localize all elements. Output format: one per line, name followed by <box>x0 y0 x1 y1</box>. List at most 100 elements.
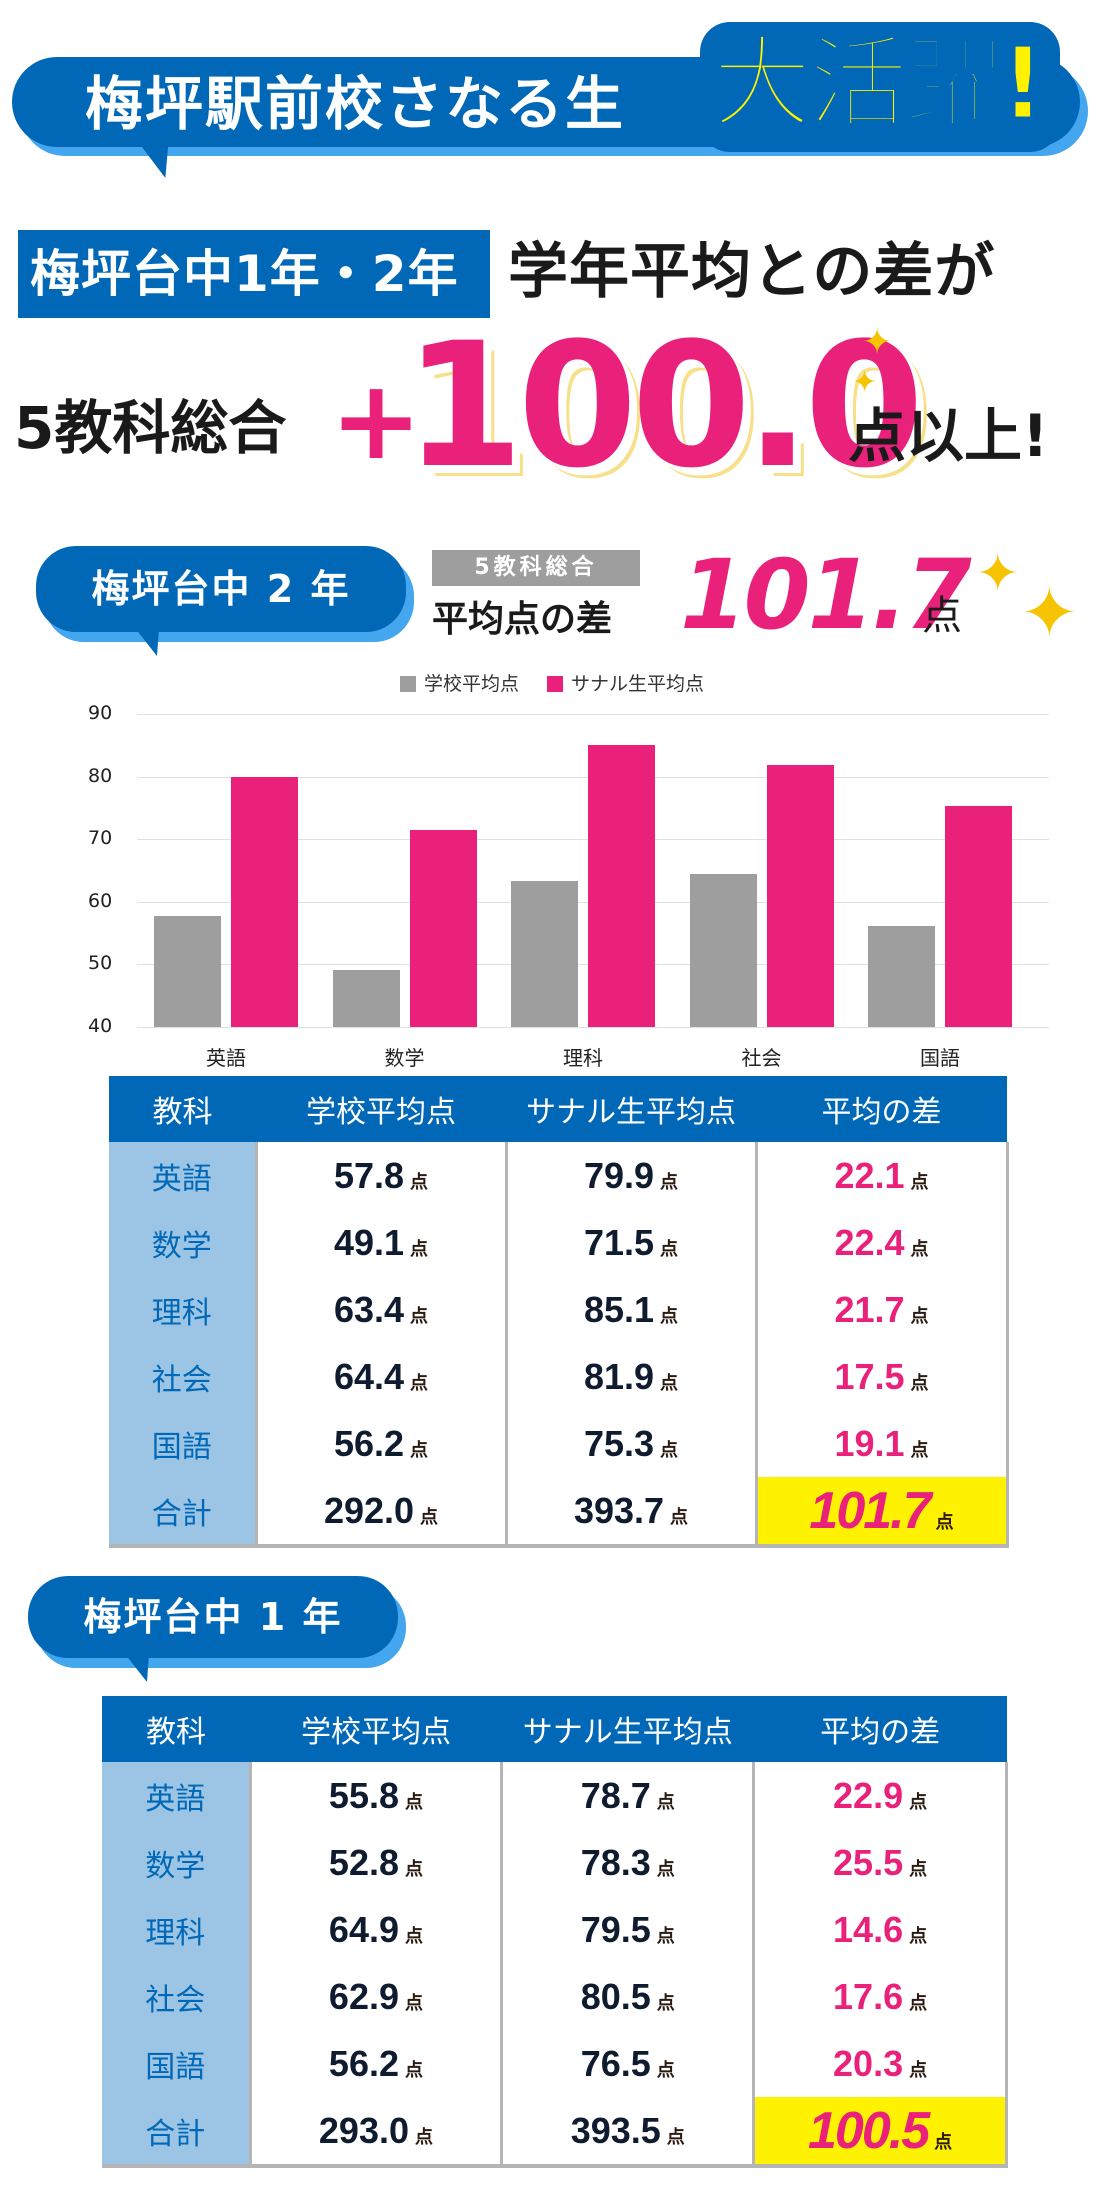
subject-cell: 社会 <box>102 1963 251 2030</box>
grade2-bubble: 梅坪台中 2 年 <box>36 546 406 632</box>
diff-cell: 17.5 点 <box>754 1343 1009 1410</box>
sanaru-avg-cell: 85.1 点 <box>504 1276 756 1343</box>
summary-tag: 5教科総合 <box>432 550 640 586</box>
school-avg-cell: 56.2 点 <box>248 2030 502 2097</box>
bar-sanaru <box>588 744 655 1027</box>
gridline <box>137 1027 1049 1028</box>
subject-cell: 数学 <box>102 1829 251 1896</box>
headline-prefix: 5教科総合 <box>14 394 287 462</box>
x-category-label: 数学 <box>384 1046 425 1070</box>
diff-cell: 14.6 点 <box>752 1896 1008 1963</box>
school-avg-cell: 55.8 点 <box>248 1762 502 1829</box>
column-header: サナル生平均点 <box>506 1076 756 1142</box>
banner-tail <box>136 140 176 178</box>
headline-line1: 学年平均との差が <box>508 237 996 307</box>
sanaru-total-cell: 393.7 点 <box>504 1477 756 1548</box>
school-avg-cell: 62.9 点 <box>248 1963 502 2030</box>
sanaru-avg-cell: 78.3 点 <box>500 1829 754 1896</box>
sparkle-icon: ✦ <box>862 322 893 363</box>
diff-cell: 22.4 点 <box>754 1209 1009 1276</box>
diff-cell: 22.1 点 <box>754 1142 1009 1209</box>
headline-suffix: 点以上! <box>848 402 1049 470</box>
table-header-row: 教科 学校平均点 サナル生平均点 平均の差 <box>109 1076 1007 1142</box>
column-header: 平均の差 <box>756 1076 1007 1142</box>
banner-title: 梅坪駅前校さなる生 <box>85 70 626 138</box>
column-header: 教科 <box>102 1696 251 1762</box>
grade1-bubble: 梅坪台中 1 年 <box>28 1576 398 1658</box>
bar-school <box>689 874 757 1027</box>
bar-sanaru <box>409 829 477 1027</box>
school-avg-cell: 49.1 点 <box>254 1209 506 1276</box>
subject-cell: 英語 <box>109 1142 256 1209</box>
bar-chart: 90 80 70 60 50 40 英語 数学 理科 社会 国語 <box>60 700 1060 1080</box>
school-avg-cell: 52.8 点 <box>248 1829 502 1896</box>
plus-sign: + <box>330 356 423 484</box>
table-total-row: 合計 292.0 点 393.7 点 101.7 点 <box>109 1477 1009 1548</box>
y-tick-label: 70 <box>88 827 113 850</box>
table-row: 社会 62.9 点 80.5 点 17.6 点 <box>102 1963 1008 2030</box>
school-avg-cell: 64.4 点 <box>254 1343 506 1410</box>
table-header-row: 教科 学校平均点 サナル生平均点 平均の差 <box>102 1696 1007 1762</box>
sparkle-icon: ✦ <box>1020 572 1079 654</box>
bar-sanaru <box>945 806 1012 1027</box>
x-category-label: 社会 <box>741 1046 782 1070</box>
table-row: 国語 56.2 点 75.3 点 19.1 点 <box>109 1410 1009 1477</box>
school-total-cell: 292.0 点 <box>254 1477 506 1548</box>
subject-cell: 理科 <box>109 1276 256 1343</box>
sanaru-total-cell: 393.5 点 <box>500 2097 754 2168</box>
subject-cell: 社会 <box>109 1343 256 1410</box>
total-diff-cell: 100.5 点 <box>752 2097 1008 2168</box>
subject-cell: 合計 <box>109 1477 256 1548</box>
gridline <box>137 714 1049 715</box>
subject-cell: 数学 <box>109 1209 256 1276</box>
y-tick-label: 80 <box>88 764 113 787</box>
table-row: 英語 55.8 点 78.7 点 22.9 点 <box>102 1762 1008 1829</box>
school-avg-cell: 56.2 点 <box>254 1410 506 1477</box>
chart-legend: 学校平均点 サナル生平均点 <box>400 672 704 696</box>
diff-cell: 25.5 点 <box>752 1829 1008 1896</box>
bar-school <box>511 880 578 1027</box>
column-header: 学校平均点 <box>256 1076 506 1142</box>
sanaru-avg-cell: 76.5 点 <box>500 2030 754 2097</box>
column-header: 学校平均点 <box>250 1696 502 1762</box>
y-tick-label: 90 <box>88 702 113 724</box>
bar-school <box>154 915 221 1027</box>
sanaru-avg-cell: 79.5 点 <box>500 1896 754 1963</box>
legend-label-sanaru: サナル生平均点 <box>571 673 705 695</box>
diff-cell: 17.6 点 <box>752 1963 1008 2030</box>
bar-school <box>332 970 400 1027</box>
bar-school <box>868 925 935 1027</box>
table-row: 社会 64.4 点 81.9 点 17.5 点 <box>109 1343 1009 1410</box>
school-total-cell: 293.0 点 <box>248 2097 502 2168</box>
table-row: 英語 57.8 点 79.9 点 22.1 点 <box>109 1142 1009 1209</box>
sanaru-avg-cell: 71.5 点 <box>504 1209 756 1276</box>
subject-cell: 国語 <box>102 2030 251 2097</box>
subject-cell: 国語 <box>109 1410 256 1477</box>
sanaru-avg-cell: 75.3 点 <box>504 1410 756 1477</box>
school-avg-cell: 57.8 点 <box>254 1142 506 1209</box>
grade2-score-table: 教科 学校平均点 サナル生平均点 平均の差 英語 57.8 点 79.9 点 22.1 点数学 49.… <box>109 1076 1009 1548</box>
subject-cell: 英語 <box>102 1762 251 1829</box>
table-row: 数学 52.8 点 78.3 点 25.5 点 <box>102 1829 1008 1896</box>
table-total-row: 合計 293.0 点 393.5 点 100.5 点 <box>102 2097 1008 2168</box>
legend-label-school: 学校平均点 <box>424 673 520 695</box>
summary-value: 101.7 <box>680 539 972 651</box>
sanaru-avg-cell: 81.9 点 <box>504 1343 756 1410</box>
grade-badge <box>18 230 490 318</box>
diff-cell: 19.1 点 <box>754 1410 1009 1477</box>
table-row: 国語 56.2 点 76.5 点 20.3 点 <box>102 2030 1008 2097</box>
table-row: 理科 64.9 点 79.5 点 14.6 点 <box>102 1896 1008 1963</box>
sparkle-icon: ✦ <box>852 365 878 400</box>
x-category-label: 英語 <box>206 1046 246 1070</box>
bar-sanaru <box>231 777 298 1027</box>
column-header: 平均の差 <box>753 1696 1007 1762</box>
legend-swatch-school <box>400 676 416 692</box>
sparkle-icon: ✦ <box>976 544 1020 604</box>
banner-highlight: 大活躍! <box>711 24 1048 144</box>
grade1-score-table: 教科 学校平均点 サナル生平均点 平均の差 英語 55.8 点 78.7 点 22.9 点数学 52.… <box>102 1696 1008 2168</box>
x-category-label: 国語 <box>920 1046 960 1070</box>
table-row: 数学 49.1 点 71.5 点 22.4 点 <box>109 1209 1009 1276</box>
bar-sanaru <box>766 764 834 1027</box>
total-diff-cell: 101.7 点 <box>754 1477 1009 1548</box>
legend-swatch-sanaru <box>547 676 564 692</box>
